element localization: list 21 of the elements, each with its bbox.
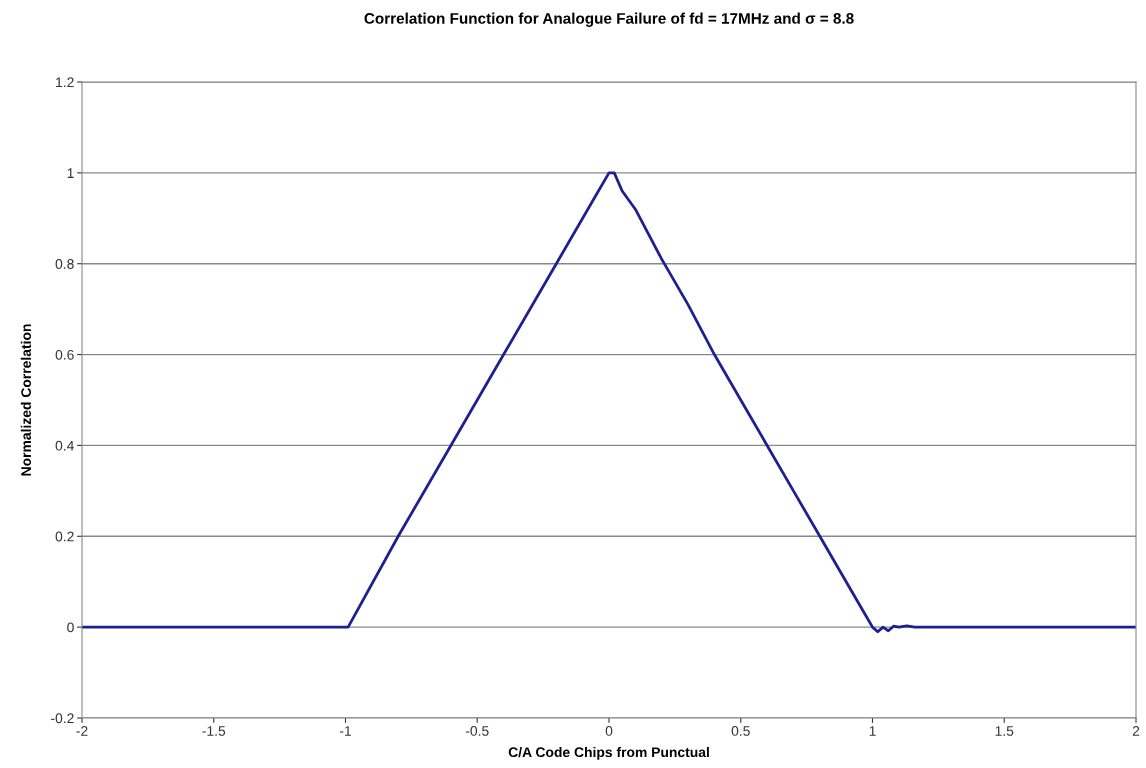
y-tick-label: -0.2 — [51, 713, 74, 724]
x-axis-title: C/A Code Chips from Punctual — [508, 746, 709, 760]
x-tick-label: -1 — [339, 726, 351, 736]
x-tick-label: -1.5 — [202, 726, 226, 736]
x-tick-label: -2 — [76, 726, 88, 736]
x-tick-label: 2 — [1132, 726, 1140, 736]
y-tick-label: 0.8 — [55, 259, 74, 269]
y-tick-label: 0.2 — [55, 531, 74, 542]
y-tick-label: 0.6 — [55, 349, 74, 360]
chart-title: Correlation Function for Analogue Failure of fd = 17MHz and σ = 8.8 — [364, 12, 854, 27]
x-tick-label: 0.5 — [731, 726, 750, 736]
y-tick-label: 1.2 — [56, 77, 74, 88]
y-axis-title: Normalized Correlation — [20, 324, 32, 476]
x-tick-label: 1.5 — [995, 726, 1014, 736]
x-tick-label: -0.5 — [465, 726, 489, 736]
x-tick-label: 1 — [869, 726, 876, 736]
y-tick-label: 0.4 — [55, 440, 74, 451]
y-tick-label: 0 — [67, 622, 74, 633]
x-tick-label: 0 — [605, 726, 613, 736]
line-series — [82, 171, 1136, 634]
y-tick-label: 1 — [67, 168, 74, 178]
